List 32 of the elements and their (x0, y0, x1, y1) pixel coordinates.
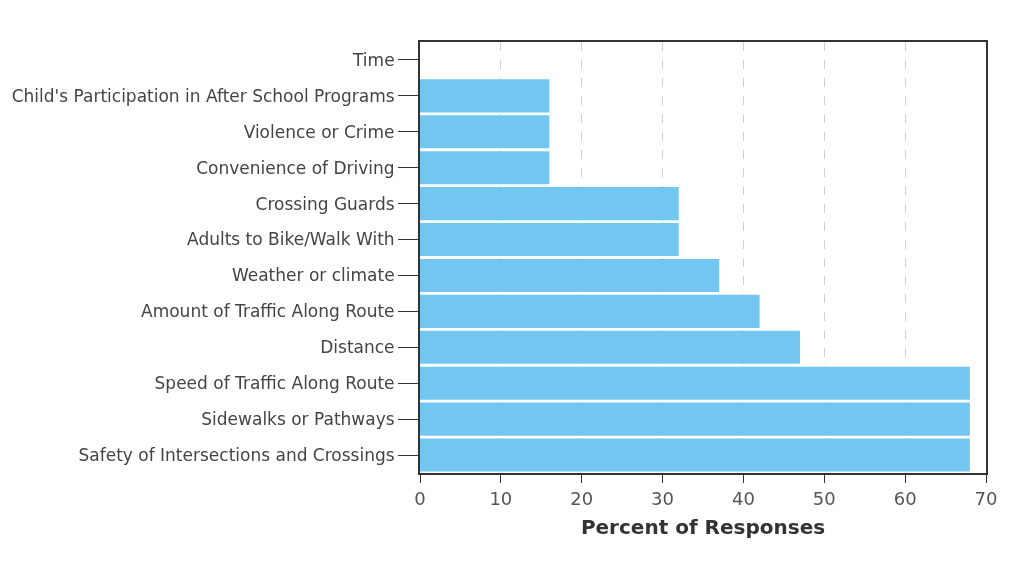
y-tick-label: Time (351, 49, 395, 70)
bar (420, 294, 760, 328)
x-tick-label: 30 (651, 487, 675, 509)
bar (420, 258, 720, 292)
x-tick-label: 10 (489, 487, 513, 509)
bar (420, 79, 550, 113)
y-tick-label: Crossing Guards (255, 193, 395, 214)
bar (420, 366, 970, 400)
bar (420, 330, 801, 364)
y-tick-label: Child's Participation in After School Programs (11, 85, 395, 106)
bar (420, 187, 679, 221)
bar (420, 402, 970, 436)
y-tick-label: Sidewalks or Pathways (201, 409, 395, 430)
y-tick-label: Speed of Traffic Along Route (154, 373, 395, 394)
x-tick-label: 0 (414, 487, 426, 509)
x-tick-label: 70 (974, 487, 998, 509)
y-tick-label: Violence or Crime (243, 121, 395, 142)
y-tick-label: Adults to Bike/Walk With (187, 229, 395, 250)
x-tick-label: 60 (893, 487, 917, 509)
x-tick-label: 20 (570, 487, 594, 509)
bar (420, 115, 550, 149)
y-tick-label: Weather or climate (231, 265, 395, 286)
bar (420, 151, 550, 185)
bar (420, 223, 679, 257)
y-tick-label: Convenience of Driving (196, 157, 395, 178)
y-tick-label: Safety of Intersections and Crossings (78, 444, 395, 465)
bar (420, 438, 970, 472)
y-tick-label: Distance (320, 337, 395, 358)
x-tick-label: 50 (812, 487, 836, 509)
x-tick-label: 40 (731, 487, 755, 509)
y-tick-label: Amount of Traffic Along Route (141, 301, 395, 322)
x-axis-title: Percent of Responses (580, 514, 826, 539)
